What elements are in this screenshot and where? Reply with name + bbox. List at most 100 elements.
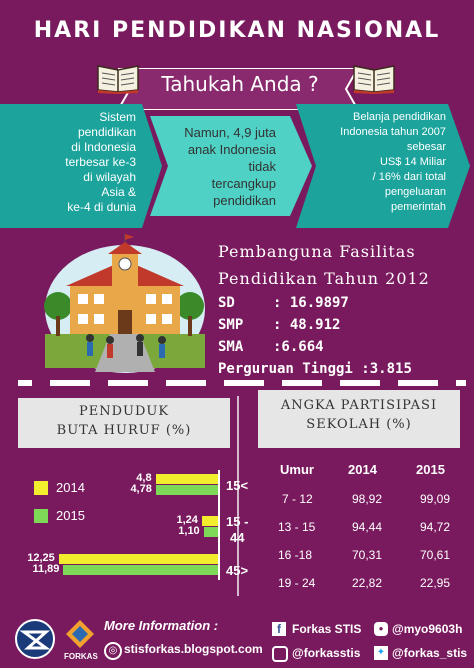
globe-icon: ◎ <box>104 642 122 660</box>
footer: FORKAS More Information : ◎ stisforkas.b… <box>0 612 474 668</box>
fact-line: tidak <box>248 159 276 174</box>
age-group-label: 44 <box>230 530 245 545</box>
fact-line: Indonesia tahun 2007 <box>340 126 446 138</box>
fact-line: pendidikan <box>77 125 136 139</box>
fact-line: pengeluaran <box>384 186 446 198</box>
bar-2014-0 <box>155 474 218 484</box>
stis-logo-icon <box>15 619 55 659</box>
facility-key: SD <box>218 295 235 311</box>
fact-line: anak Indonesia <box>187 142 276 157</box>
fact-line: ke-4 di dunia <box>67 200 136 214</box>
table-header: Umur <box>280 462 314 477</box>
legend-label-2015: 2015 <box>56 508 85 523</box>
table-header: 2014 <box>348 462 377 477</box>
illiteracy-header: PENDUDUK BUTA HURUF (%) <box>18 398 230 448</box>
fact-line: / 16% dari total <box>372 171 446 183</box>
fact-line: Namun, 4,9 juta <box>184 125 276 140</box>
fact-line: Asia & <box>101 185 136 199</box>
facebook-link[interactable]: Forkas STIS <box>292 622 362 636</box>
facility-value: : 16.9897 <box>273 295 349 311</box>
page-title: HARI PENDIDIKAN NASIONAL <box>33 18 441 43</box>
facilities-title: Pembanguna Fasilitas <box>218 242 416 261</box>
table-cell: 94,72 <box>420 520 451 534</box>
fact-line: Belanja pendidikan <box>353 111 446 123</box>
bar-value-label: 11,89 <box>32 563 60 575</box>
legend-label-2014: 2014 <box>56 480 85 495</box>
fact-line: US$ 14 Miliar <box>379 156 446 168</box>
facility-value: :6.664 <box>273 339 324 355</box>
table-cell: 19 - 24 <box>278 576 316 590</box>
bar-2015-0 <box>155 485 218 495</box>
fact-line: di wilayah <box>83 170 136 184</box>
participation-title: ANGKA PARTISIPASI <box>280 398 438 413</box>
bar-value-label: 1,24 <box>176 514 198 526</box>
fact-line: tercangkup <box>211 176 276 191</box>
chart-axis <box>218 470 220 580</box>
age-group-label: 45> <box>226 563 249 578</box>
table-cell: 22,82 <box>352 576 383 590</box>
facility-row: SMA :6.664 <box>218 336 468 358</box>
twitter-link[interactable]: @forkas_stis <box>392 646 468 660</box>
facilities-title: Pendidikan Tahun 2012 <box>218 269 430 288</box>
illiteracy-title: BUTA HURUF (%) <box>56 423 192 438</box>
facility-row: Perguruan Tinggi :3.815 <box>218 358 468 380</box>
illiteracy-title: PENDUDUK <box>78 404 170 419</box>
column-separator <box>237 396 239 596</box>
age-group-label: 15< <box>226 478 249 493</box>
participation-header: ANGKA PARTISIPASI SEKOLAH (%) <box>258 390 460 448</box>
facility-key: Perguruan Tinggi <box>218 361 353 377</box>
table-cell: 94,44 <box>352 520 383 534</box>
facility-value: :3.815 <box>361 361 412 377</box>
facility-row: SMP : 48.912 <box>218 314 468 336</box>
facility-key: SMA <box>218 339 244 355</box>
table-cell: 22,95 <box>420 576 451 590</box>
facility-key: SMP <box>218 317 244 333</box>
table-cell: 70,61 <box>420 548 451 562</box>
book-icon <box>353 65 395 94</box>
blog-link[interactable]: stisforkas.blogspot.com <box>124 642 263 656</box>
fact-1: Sistem pendidikan di Indonesia terbesar … <box>8 110 136 215</box>
age-group-label: 15 - <box>226 514 249 529</box>
facebook-icon: f <box>272 622 286 636</box>
bar-2015-1 <box>203 527 218 537</box>
forkas-logo-text: FORKAS <box>64 652 98 661</box>
facts-arrows <box>0 104 470 228</box>
line-icon: ● <box>374 622 388 636</box>
forkas-logo-icon <box>66 620 94 648</box>
line-link[interactable]: @myo9603h <box>392 622 463 636</box>
fact-line: terbesar ke-3 <box>65 155 136 169</box>
fact-3: Belanja pendidikan Indonesia tahun 2007 … <box>306 110 446 215</box>
bar-2015-2 <box>63 565 218 575</box>
bar-value-label: 1,10 <box>178 525 200 537</box>
legend-swatch-2015 <box>34 509 48 523</box>
subtitle: Tahukah Anda ? <box>161 72 319 96</box>
school-illustration <box>44 234 205 373</box>
table-cell: 70,31 <box>352 548 383 562</box>
book-icon <box>97 65 139 94</box>
table-cell: 99,09 <box>420 492 451 506</box>
fact-line: sebesar <box>406 141 446 153</box>
facilities-section: Pembanguna Fasilitas Pendidikan Tahun 20… <box>218 238 468 380</box>
twitter-icon: ✦ <box>374 646 388 660</box>
bar-2014-1 <box>201 516 218 526</box>
bar-value-label: 4,78 <box>130 483 152 495</box>
table-cell: 13 - 15 <box>278 520 316 534</box>
facility-row: SD : 16.9897 <box>218 292 468 314</box>
instagram-icon <box>272 646 288 662</box>
participation-title: SEKOLAH (%) <box>306 417 412 432</box>
fact-line: Sistem <box>99 110 136 124</box>
fact-line: pemerintah <box>390 201 446 213</box>
more-info-label: More Information : <box>104 618 219 633</box>
fact-line: pendidikan <box>213 193 276 208</box>
bar-value-label: 12,25 <box>27 552 55 564</box>
table-cell: 98,92 <box>352 492 383 506</box>
fact-2: Namun, 4,9 juta anak Indonesia tidak ter… <box>160 124 276 209</box>
facility-value: : 48.912 <box>273 317 341 333</box>
legend-swatch-2014 <box>34 481 48 495</box>
instagram-link[interactable]: @forkasstis <box>292 646 361 660</box>
table-header: 2015 <box>416 462 445 477</box>
fact-line: di Indonesia <box>71 140 136 154</box>
table-cell: 16 -18 <box>278 548 313 562</box>
bar-value-label: 4,8 <box>136 472 152 484</box>
